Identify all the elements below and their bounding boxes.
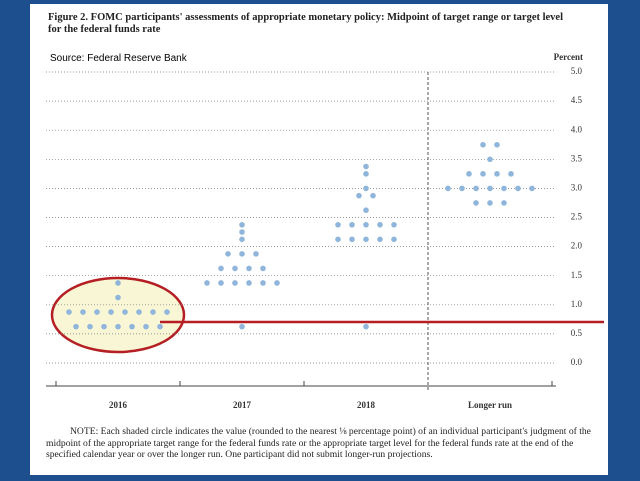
dot — [363, 221, 369, 228]
dot — [232, 280, 238, 286]
dot — [115, 294, 121, 301]
dot — [122, 309, 128, 315]
source: Source: Federal Reserve Bank — [50, 53, 187, 64]
dot — [246, 280, 252, 286]
y-axis-label: Percent — [554, 52, 583, 62]
y-tick-label: 2.5 — [571, 212, 583, 222]
dot — [143, 323, 149, 330]
dot — [480, 171, 486, 177]
dot — [87, 323, 93, 330]
dot — [466, 171, 472, 177]
dot — [508, 171, 514, 177]
highlight-ellipse — [50, 276, 186, 354]
dot — [260, 265, 266, 272]
dot — [115, 280, 121, 286]
dot — [335, 236, 341, 243]
dot — [218, 265, 224, 272]
dot — [377, 221, 383, 228]
dot — [363, 163, 369, 170]
y-tick-label: 4.0 — [571, 124, 583, 134]
dot — [73, 323, 79, 330]
dot — [239, 229, 245, 235]
dot — [115, 323, 121, 330]
dot — [129, 323, 135, 330]
dot — [391, 236, 397, 243]
dot — [239, 236, 245, 243]
dot — [204, 280, 210, 286]
dot — [363, 171, 369, 177]
dot — [529, 185, 535, 192]
dot — [391, 221, 397, 228]
y-tick-label: 0.0 — [571, 357, 583, 367]
dot — [515, 185, 521, 192]
y-tick-label: 5.0 — [571, 66, 583, 76]
dot — [487, 200, 493, 206]
dot — [349, 221, 355, 228]
x-tick-label: Longer run — [468, 400, 512, 410]
dot — [164, 309, 170, 315]
dot — [501, 185, 507, 192]
dot — [356, 192, 362, 199]
x-tick-label: 2017 — [233, 400, 252, 410]
dot — [494, 171, 500, 177]
y-tick-label: 1.5 — [571, 270, 583, 280]
chart-title: Figure 2. FOMC participants' assessments… — [48, 12, 564, 35]
dot — [487, 185, 493, 192]
y-tick-label: 2.0 — [571, 241, 583, 251]
x-tick-label: 2016 — [109, 400, 128, 410]
dot — [377, 236, 383, 243]
dot — [101, 323, 107, 330]
dot — [94, 309, 100, 315]
dot — [218, 280, 224, 286]
dot — [239, 251, 245, 257]
dot — [349, 236, 355, 243]
dot — [260, 280, 266, 286]
dot — [480, 141, 486, 148]
dot — [150, 309, 156, 315]
dot — [239, 221, 245, 228]
x-tick-label: 2018 — [357, 400, 376, 410]
dot — [239, 323, 245, 330]
dot — [274, 280, 280, 286]
y-tick-label: 1.0 — [571, 299, 583, 309]
dot — [473, 200, 479, 206]
dot — [370, 192, 376, 199]
dot — [473, 185, 479, 192]
dot — [80, 309, 86, 315]
dot — [108, 309, 114, 315]
dot — [363, 207, 369, 214]
dot — [487, 156, 493, 163]
dot — [335, 221, 341, 228]
dot — [501, 200, 507, 206]
y-tick-label: 0.5 — [571, 328, 583, 338]
y-tick-label: 4.5 — [571, 95, 583, 105]
dot — [232, 265, 238, 272]
dot — [136, 309, 142, 315]
dot — [246, 265, 252, 272]
dot — [459, 185, 465, 192]
dot — [66, 309, 72, 315]
dot — [363, 323, 369, 330]
dot — [494, 141, 500, 148]
figure-panel — [30, 4, 608, 475]
y-tick-label: 3.5 — [571, 153, 583, 163]
dot — [225, 251, 231, 257]
dot — [363, 236, 369, 243]
dot — [253, 251, 259, 257]
dot — [445, 185, 451, 192]
note: NOTE: Each shaded circle indicates the v… — [46, 426, 591, 460]
dot — [363, 185, 369, 192]
y-tick-label: 3.0 — [571, 182, 583, 192]
dot — [157, 323, 163, 330]
